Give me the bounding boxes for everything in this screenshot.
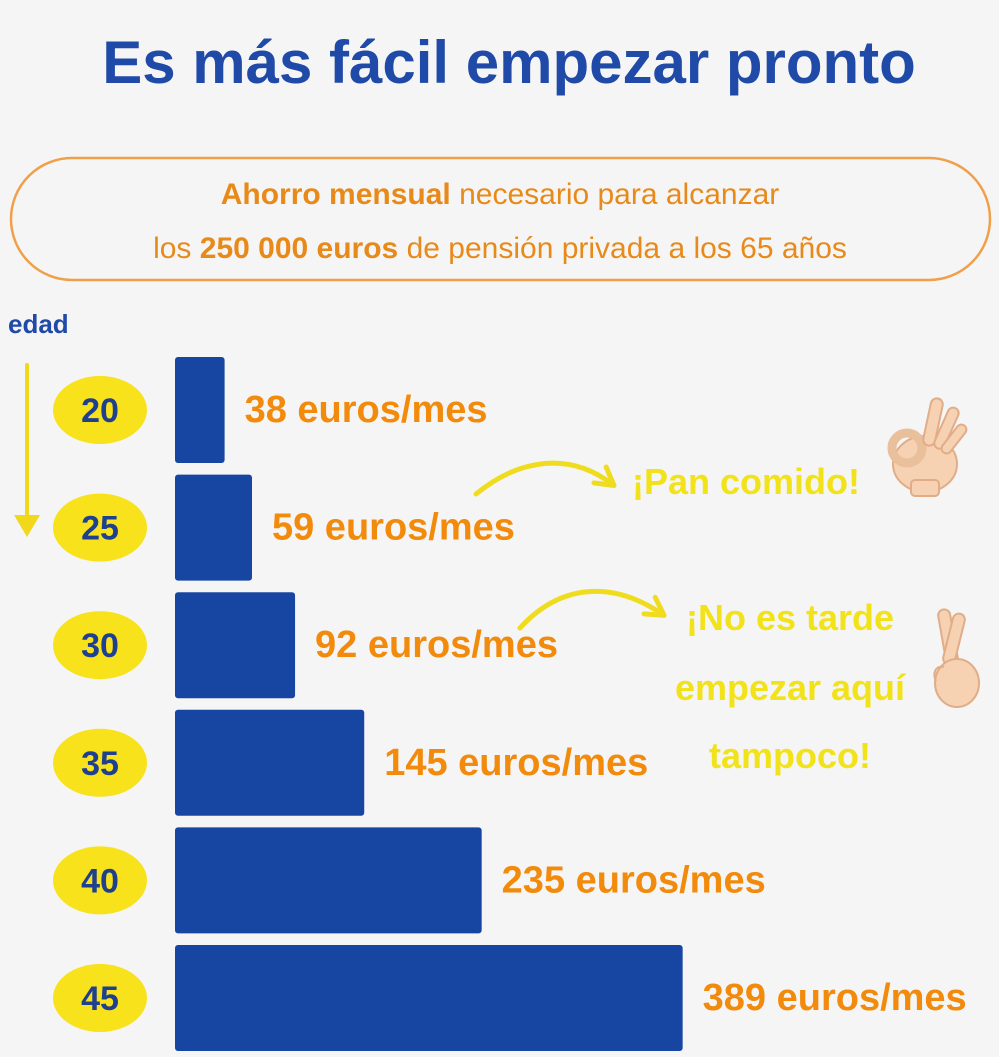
annotation-2-line-2: empezar aquí — [675, 667, 906, 708]
value-labels-layer: 38 euros/mes 59 euros/mes 92 euros/mes 145 … — [245, 389, 967, 1019]
subtitle-line-2: los 250 000 euros de pensión privada a l… — [153, 232, 847, 265]
data-label-20: 38 euros/mes — [245, 389, 488, 431]
data-label-40: 235 euros/mes — [502, 859, 766, 901]
subtitle-box — [9, 156, 992, 282]
age-badge-35 — [53, 728, 147, 797]
bar-20 — [175, 357, 225, 463]
bar-25 — [175, 474, 252, 581]
chart-title: Es más fácil empezar pronto — [102, 29, 916, 96]
data-label-35: 145 euros/mes — [384, 742, 648, 784]
category-label-40: 40 — [81, 862, 119, 900]
bar-45 — [175, 945, 683, 1051]
age-badge-20 — [53, 376, 147, 444]
annotation-1-text: ¡Pan comido! — [632, 461, 860, 502]
crossed-fingers-icon — [933, 608, 980, 708]
annotation-arrow-2 — [517, 588, 667, 631]
bar-35 — [175, 709, 365, 816]
category-label-35: 35 — [81, 745, 119, 783]
age-direction-arrowhead — [14, 515, 40, 537]
category-label-20: 20 — [81, 392, 119, 430]
age-badge-25 — [53, 493, 147, 562]
ok-hand-icon — [887, 397, 968, 497]
annotation-arrow-1 — [473, 460, 617, 497]
y-axis-label: edad — [8, 309, 69, 339]
age-badges-layer: 20 25 30 35 40 45 — [53, 376, 147, 1032]
category-label-30: 30 — [81, 627, 119, 665]
age-badge-45 — [53, 964, 147, 1032]
subtitle-line-1: Ahorro mensual necesario para alcanzar — [221, 178, 780, 211]
data-label-30: 92 euros/mes — [315, 624, 558, 666]
annotation-2-line-3: tampoco! — [709, 735, 871, 776]
bars-layer — [175, 357, 683, 1051]
category-label-25: 25 — [81, 510, 119, 548]
annotation-2-line-1: ¡No es tarde — [686, 597, 894, 638]
age-badge-40 — [53, 846, 147, 915]
data-label-45: 389 euros/mes — [703, 977, 967, 1019]
bar-30 — [175, 592, 296, 699]
bar-40 — [175, 827, 482, 934]
category-label-45: 45 — [81, 980, 119, 1018]
data-label-25: 59 euros/mes — [272, 507, 515, 549]
age-badge-30 — [53, 611, 147, 680]
